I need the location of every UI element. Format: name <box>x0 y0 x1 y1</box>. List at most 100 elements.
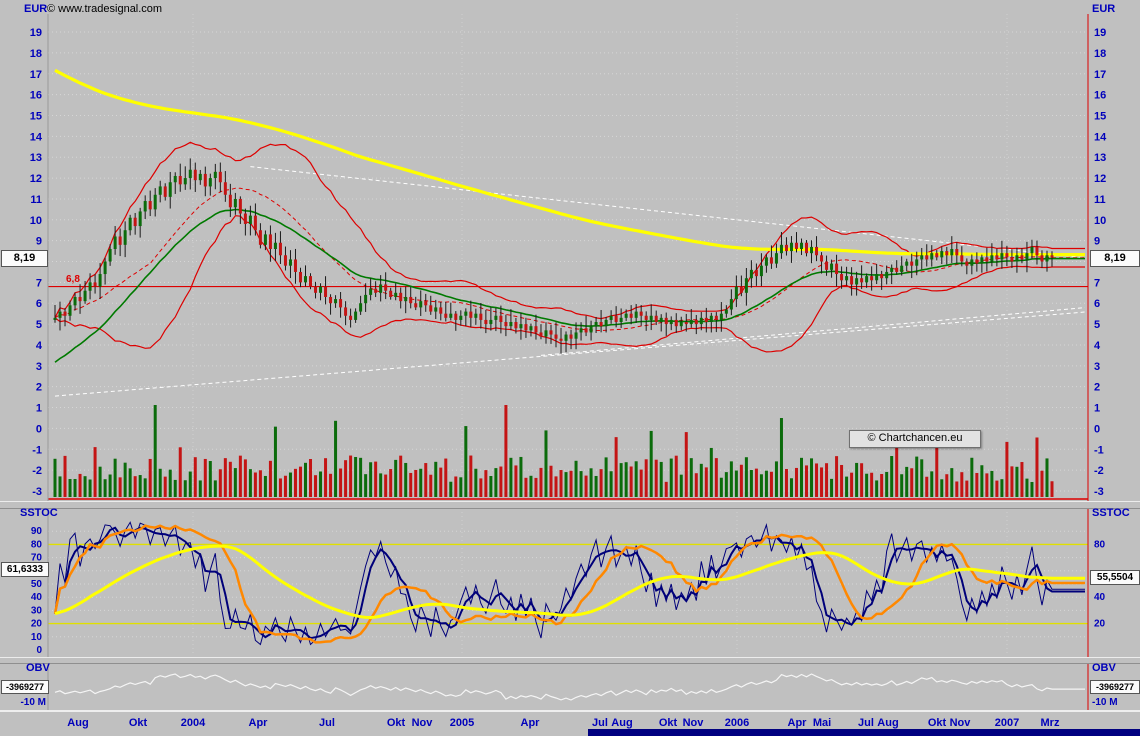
sstoc-value-flag-right: 55,5504 <box>1090 570 1140 585</box>
svg-text:18: 18 <box>30 48 42 60</box>
svg-text:-3: -3 <box>1094 486 1104 498</box>
svg-text:80: 80 <box>1094 539 1106 550</box>
svg-text:1: 1 <box>1094 403 1100 415</box>
time-axis-month-label: Aug <box>877 717 899 729</box>
svg-text:15: 15 <box>1094 111 1106 123</box>
time-axis-month-label: Okt <box>927 717 947 729</box>
svg-text:40: 40 <box>1094 592 1106 603</box>
panel-separator <box>0 501 1140 509</box>
svg-text:16: 16 <box>1094 90 1106 102</box>
obv-value-flag-right: -3969277 <box>1090 680 1140 694</box>
volume-bars <box>53 405 1054 497</box>
svg-text:15: 15 <box>30 111 42 123</box>
time-axis-year-label: 2007 <box>994 717 1020 729</box>
bollinger-bands <box>54 141 1085 353</box>
svg-text:3: 3 <box>1094 361 1100 373</box>
time-axis: Aug Okt 2004 Apr Jul Okt Nov 2005 Apr Jul Aug Okt No… <box>0 712 1140 736</box>
svg-text:12: 12 <box>1094 173 1106 185</box>
time-axis-month-label: Nov <box>949 717 971 729</box>
svg-text:-1: -1 <box>1094 444 1104 456</box>
svg-text:18: 18 <box>1094 48 1106 60</box>
svg-text:10: 10 <box>30 215 42 227</box>
svg-text:-3: -3 <box>32 486 42 498</box>
obv-axis-tick-right: -10 M <box>1092 697 1118 708</box>
yellow-long-ma-line <box>54 68 1085 257</box>
sstoc-value-flag-left: 61,6333 <box>1 562 49 577</box>
range-scroll-strip[interactable] <box>588 729 1140 736</box>
svg-text:2: 2 <box>36 382 42 394</box>
svg-text:4: 4 <box>1094 340 1101 352</box>
candles <box>53 158 1054 354</box>
svg-text:9: 9 <box>36 236 42 248</box>
currency-label-left: EUR <box>24 3 48 15</box>
time-axis-month-label: Okt <box>128 717 148 729</box>
svg-text:80: 80 <box>31 539 43 550</box>
svg-text:14: 14 <box>30 131 43 143</box>
svg-text:0: 0 <box>36 423 42 435</box>
svg-text:5: 5 <box>1094 319 1100 331</box>
time-axis-month-label: Apr <box>520 717 540 729</box>
panel-separator <box>0 657 1140 664</box>
svg-text:0: 0 <box>36 645 42 656</box>
obv-value-flag-left: -3969277 <box>1 680 49 694</box>
svg-text:90: 90 <box>31 526 43 537</box>
last-price-flag-left: 8,19 <box>1 250 48 267</box>
green-ma-line <box>54 208 1085 363</box>
svg-text:12: 12 <box>30 173 42 185</box>
time-axis-month-label: Okt <box>386 717 406 729</box>
svg-text:-1: -1 <box>32 444 42 456</box>
time-axis-month-label: Nov <box>682 717 704 729</box>
time-axis-month-label: Jul <box>319 717 335 729</box>
svg-text:17: 17 <box>1094 69 1106 81</box>
time-axis-month-label: Mai <box>812 717 832 729</box>
svg-text:20: 20 <box>1094 619 1106 630</box>
time-axis-month-label: Aug <box>611 717 633 729</box>
time-axis-month-label: Apr <box>787 717 807 729</box>
svg-text:3: 3 <box>36 361 42 373</box>
svg-text:-2: -2 <box>1094 465 1104 477</box>
svg-text:19: 19 <box>30 27 42 39</box>
sstoc-label-left: SSTOC <box>20 507 58 519</box>
svg-text:20: 20 <box>31 619 43 630</box>
svg-text:10: 10 <box>1094 215 1106 227</box>
svg-text:6: 6 <box>36 298 42 310</box>
time-axis-month-label: Jul <box>858 717 874 729</box>
time-axis-year-label: 2006 <box>724 717 750 729</box>
svg-text:6: 6 <box>1094 298 1100 310</box>
svg-text:9: 9 <box>1094 236 1100 248</box>
svg-text:7: 7 <box>1094 277 1100 289</box>
gridlines <box>48 14 1088 656</box>
svg-text:13: 13 <box>1094 152 1106 164</box>
currency-label-right: EUR <box>1092 3 1116 15</box>
time-axis-month-label: Okt <box>658 717 678 729</box>
time-axis-month-label: Jul <box>592 717 608 729</box>
time-axis-year-label: 2004 <box>180 717 206 729</box>
sstoc-label-right: SSTOC <box>1092 507 1130 519</box>
svg-text:11: 11 <box>30 194 42 206</box>
svg-text:-2: -2 <box>32 465 42 477</box>
svg-text:11: 11 <box>1094 194 1106 206</box>
trendlines <box>54 166 1086 397</box>
svg-text:5: 5 <box>36 319 42 331</box>
svg-text:2: 2 <box>1094 382 1100 394</box>
panel-separator-line <box>0 710 1140 712</box>
svg-text:4: 4 <box>36 340 43 352</box>
sstoc-lines <box>48 521 1088 646</box>
svg-text:13: 13 <box>30 152 42 164</box>
time-axis-month-label: Nov <box>411 717 433 729</box>
obv-label-left: OBV <box>26 662 50 674</box>
svg-text:1: 1 <box>36 403 42 415</box>
level-line-label: 6,8 <box>66 274 80 285</box>
svg-text:14: 14 <box>1094 131 1107 143</box>
time-axis-month-label: Mrz <box>1040 717 1060 729</box>
last-price-flag-right: 8,19 <box>1090 250 1140 267</box>
obv-line <box>54 673 1085 701</box>
chartchancen-stamp: © Chartchancen.eu <box>849 430 981 448</box>
svg-text:70: 70 <box>31 553 43 564</box>
time-axis-month-label: Aug <box>67 717 89 729</box>
svg-text:16: 16 <box>30 90 42 102</box>
time-axis-year-label: 2005 <box>449 717 475 729</box>
